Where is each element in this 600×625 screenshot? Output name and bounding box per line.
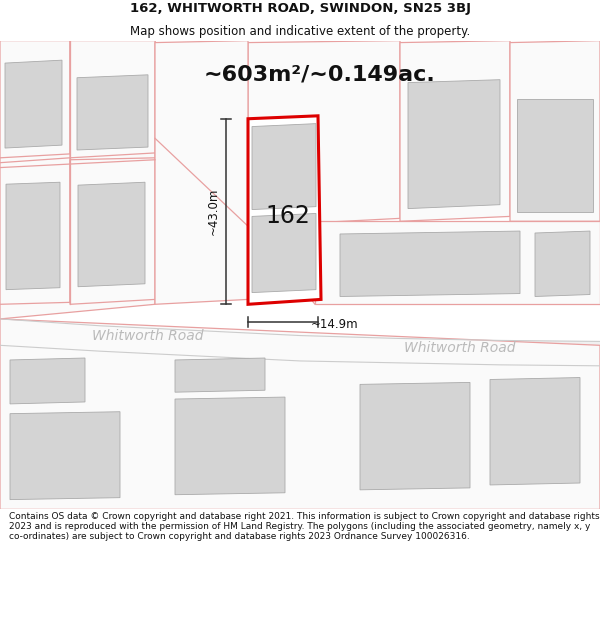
Polygon shape <box>248 41 400 226</box>
Polygon shape <box>70 158 155 304</box>
Polygon shape <box>10 358 85 404</box>
Polygon shape <box>315 221 600 304</box>
Text: ~43.0m: ~43.0m <box>206 188 220 235</box>
Polygon shape <box>175 397 285 495</box>
Polygon shape <box>155 41 248 304</box>
Polygon shape <box>535 231 590 296</box>
Text: 162, WHITWORTH ROAD, SWINDON, SN25 3BJ: 162, WHITWORTH ROAD, SWINDON, SN25 3BJ <box>130 2 470 16</box>
Polygon shape <box>490 378 580 485</box>
Polygon shape <box>0 41 155 319</box>
Text: 162: 162 <box>266 204 310 228</box>
Polygon shape <box>10 412 120 499</box>
Polygon shape <box>252 124 316 209</box>
Polygon shape <box>6 182 60 289</box>
Polygon shape <box>400 41 510 221</box>
Polygon shape <box>175 358 265 392</box>
Polygon shape <box>70 41 155 158</box>
Polygon shape <box>408 79 500 209</box>
Polygon shape <box>0 41 70 158</box>
Polygon shape <box>0 319 600 509</box>
Polygon shape <box>510 41 600 221</box>
Text: Whitworth Road: Whitworth Road <box>92 329 204 342</box>
Polygon shape <box>340 231 520 296</box>
Text: ~14.9m: ~14.9m <box>311 318 359 331</box>
Text: Map shows position and indicative extent of the property.: Map shows position and indicative extent… <box>130 25 470 38</box>
Text: Contains OS data © Crown copyright and database right 2021. This information is : Contains OS data © Crown copyright and d… <box>9 512 599 541</box>
Polygon shape <box>0 158 70 304</box>
Polygon shape <box>0 319 600 366</box>
Text: ~603m²/~0.149ac.: ~603m²/~0.149ac. <box>204 65 436 85</box>
Polygon shape <box>360 382 470 490</box>
Polygon shape <box>517 99 593 211</box>
Polygon shape <box>5 60 62 148</box>
Polygon shape <box>252 214 316 292</box>
Polygon shape <box>248 116 321 304</box>
Text: Whitworth Road: Whitworth Road <box>404 341 516 355</box>
Polygon shape <box>77 75 148 150</box>
Polygon shape <box>78 182 145 287</box>
